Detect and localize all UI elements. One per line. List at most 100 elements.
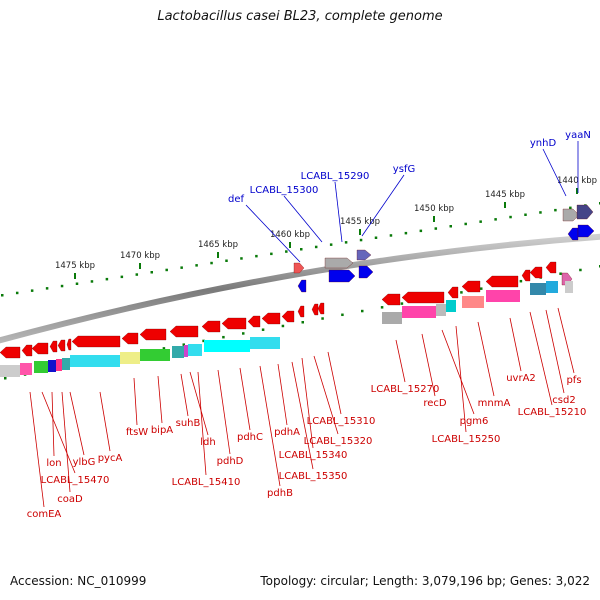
reverse-gene-arrow xyxy=(66,338,72,351)
leader-line xyxy=(291,361,314,470)
reverse-gene-arrow xyxy=(317,302,325,315)
annotation-bar xyxy=(565,281,573,293)
leader-line xyxy=(395,339,406,383)
reverse-gene-arrow xyxy=(545,261,557,274)
reverse-gene-arrow xyxy=(381,293,401,306)
reverse-gene-arrow xyxy=(297,305,305,318)
forward-gene-label: LCABL_15290 xyxy=(301,171,370,182)
forward-gene-label: LCABL_15300 xyxy=(250,185,319,196)
annotation-bar xyxy=(184,345,188,357)
scale-dot xyxy=(210,261,213,265)
scale-dot xyxy=(300,248,303,251)
annotation-bars xyxy=(0,281,573,377)
scale-tick xyxy=(289,242,291,248)
scale-dot xyxy=(195,264,198,267)
scale-dot xyxy=(464,222,467,226)
annotation-bar xyxy=(250,337,280,349)
leader-line xyxy=(301,357,314,449)
scale-dot xyxy=(480,287,483,290)
forward-gene-arrow xyxy=(297,279,307,293)
reverse-gene-label: LCABL_15350 xyxy=(279,471,348,482)
reverse-gene-arrow xyxy=(139,328,167,341)
kbp-label: 1455 kbp xyxy=(340,217,380,227)
scale-dot xyxy=(389,234,393,237)
scale-dot xyxy=(202,339,205,343)
scale-dot xyxy=(509,215,512,219)
forward-gene-arrow xyxy=(577,224,595,238)
leader-line xyxy=(133,377,138,426)
scale-dot xyxy=(539,211,542,214)
annotation-bar xyxy=(0,365,20,377)
reverse-gene-label: pgm6 xyxy=(460,416,489,427)
forward-gene-arrow xyxy=(576,204,594,220)
reverse-gene-arrow xyxy=(221,317,247,330)
leader-line xyxy=(157,375,163,424)
scale-dot xyxy=(400,302,404,305)
reverse-gene-label: comEA xyxy=(27,509,62,520)
scale-dot xyxy=(524,213,527,216)
scale-dot xyxy=(135,273,139,276)
reverse-gene-arrow xyxy=(311,303,319,316)
annotation-bar xyxy=(140,349,170,361)
reverse-gene-arrow xyxy=(521,269,531,282)
annotation-bar xyxy=(120,352,140,364)
reverse-gene-label: recD xyxy=(423,398,447,409)
accession-text: Accession: NC_010999 xyxy=(10,574,147,588)
scale-dot xyxy=(261,328,265,331)
kbp-label: 1470 kbp xyxy=(120,251,160,261)
reverse-gene-label: LCABL_15310 xyxy=(307,416,376,427)
scale-tick xyxy=(74,273,76,279)
scale-dot xyxy=(579,268,582,272)
scale-dot xyxy=(285,250,288,253)
scale-dot xyxy=(404,231,408,235)
forward-gene-arrow xyxy=(293,262,305,274)
reverse-gene-label: LCABL_15270 xyxy=(371,384,440,395)
genome-title: Lactobacillus casei BL23, complete genom… xyxy=(157,9,443,24)
reverse-gene-label: LCABL_15340 xyxy=(279,450,348,461)
leader-line xyxy=(277,363,288,426)
leader-line xyxy=(545,309,565,394)
reverse-gene-arrow xyxy=(71,335,121,348)
reverse-gene-arrow xyxy=(201,320,221,333)
leader-line xyxy=(283,195,323,243)
reverse-gene-arrow xyxy=(21,344,33,357)
reverse-gene-label: LCABL_15320 xyxy=(304,436,373,447)
kbp-label: 1445 kbp xyxy=(485,190,525,200)
leader-line xyxy=(69,391,85,456)
annotation-bar xyxy=(436,304,446,316)
leader-line xyxy=(41,391,76,474)
reverse-gene-label: uvrA2 xyxy=(506,373,536,384)
scale-dot xyxy=(75,282,79,285)
annotation-bar xyxy=(34,361,48,373)
annotation-bar xyxy=(20,363,32,375)
scale-tick xyxy=(433,216,435,222)
forward-gene-label: def xyxy=(228,194,245,205)
leader-line xyxy=(455,325,467,433)
scale-dot xyxy=(15,291,19,295)
reverse-gene-arrow xyxy=(529,266,543,279)
scale-dot xyxy=(105,277,109,281)
label-leaders xyxy=(29,141,579,508)
reverse-gene-arrow xyxy=(169,325,199,338)
leader-line xyxy=(327,351,342,415)
scale-dot xyxy=(341,313,344,317)
forward-gene-arrow xyxy=(328,269,356,283)
leader-line xyxy=(217,369,231,455)
genome-backbone xyxy=(0,233,600,344)
scale-dot xyxy=(361,309,364,313)
leader-line xyxy=(61,391,71,493)
scale-dot xyxy=(281,324,285,328)
kbp-label: 1460 kbp xyxy=(270,230,310,240)
leader-line xyxy=(334,181,343,243)
annotation-bar xyxy=(70,355,120,367)
leader-line xyxy=(557,307,575,374)
scale-dot xyxy=(222,335,225,339)
scale-dot xyxy=(419,229,423,233)
forward-gene-label: ynhD xyxy=(530,138,557,149)
annotation-bar xyxy=(172,346,184,358)
reverse-gene-label: pycA xyxy=(98,453,123,464)
leader-line xyxy=(245,204,301,263)
reverse-gene-arrow xyxy=(121,332,139,345)
reverse-gene-label: pfs xyxy=(566,375,581,386)
scale-dot xyxy=(182,343,185,346)
